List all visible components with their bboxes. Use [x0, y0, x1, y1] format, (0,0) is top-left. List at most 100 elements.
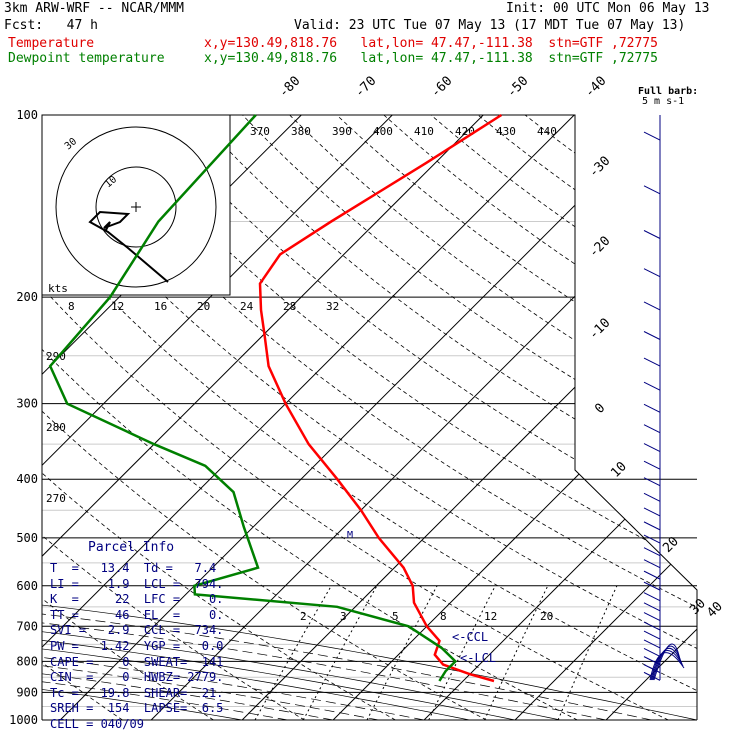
isotherm [59, 115, 666, 720]
wind-barb [643, 443, 661, 453]
dry-adiabat [148, 115, 697, 720]
wind-barb [643, 424, 661, 434]
ccl-label: <-CCL [452, 630, 489, 644]
hodograph-speed-label: 16 [154, 300, 167, 313]
pressure-label: 200 [16, 290, 38, 304]
hodograph-ring [55, 126, 217, 288]
dry-adiabat [42, 115, 578, 720]
barb-units: 5 m s-1 [642, 96, 685, 107]
isotherm [514, 115, 697, 720]
wind-barb [643, 639, 661, 649]
parcel-info-row: TT = 46 EL = 0. [50, 607, 224, 622]
theta-label: 400 [373, 125, 393, 138]
isotherm-label: -30 [586, 154, 613, 181]
moist-adiabat [42, 622, 288, 720]
hodograph-kts-label: kts [48, 282, 68, 295]
dry-adiabat [42, 115, 487, 720]
forecast-hour: Fcst: 47 h [4, 18, 98, 33]
wind-barb [643, 521, 661, 531]
mixing-ratio-line [366, 585, 438, 720]
model-title: 3km ARW-WRF -- NCAR/MMM [4, 1, 185, 16]
parcel-info-row: K = 22 LFC = 0. [50, 592, 224, 607]
dry-adiabat [383, 115, 697, 720]
parcel-info-row: CIN = 0 HWBZ= 2779. [50, 670, 224, 685]
mixing-ratio-label: 8 [440, 610, 447, 623]
theta-label: 380 [291, 125, 311, 138]
isotherm-label: -70 [352, 74, 379, 101]
hodograph-speed-label: 8 [68, 300, 75, 313]
hodograph-trace [88, 210, 169, 283]
dry-adiabat [477, 115, 697, 720]
isotherm [42, 115, 393, 720]
wind-barb [643, 381, 661, 391]
theta-label: 370 [250, 125, 270, 138]
isotherm [150, 115, 697, 720]
temperature-location: x,y=130.49,818.76 lat,lon= 47.47,-111.38… [204, 36, 658, 51]
isotherm-label: -60 [428, 74, 455, 101]
dewpoint-trace [48, 114, 458, 682]
wind-barb [643, 357, 661, 367]
parcel-info-row: SVI = 2.9 CCL = 734. [50, 623, 224, 638]
temperature-trace [258, 113, 503, 683]
hodograph-speed-label: 12 [111, 300, 124, 313]
wind-barb [643, 301, 661, 311]
plot-frame [42, 114, 698, 720]
wind-barb [643, 581, 661, 591]
parcel-info-row: SREH = 154 LAPSE= 6.5 [50, 701, 224, 716]
dry-adiabat [242, 115, 697, 720]
pressure-label: 400 [16, 472, 38, 486]
wind-barb [643, 621, 661, 631]
parcel-info-row: Tc = 19.8 SHEAR= 21. [50, 685, 224, 700]
parcel-info-row: T = 13.4 Td = 7.4 [50, 561, 217, 575]
mixing-ratio-label: 20 [540, 610, 553, 623]
wind-barb [643, 131, 661, 141]
dry-adiabat [53, 115, 697, 720]
isotherm-label: 10 [608, 459, 630, 481]
dry-adiabat [336, 115, 697, 720]
theta-label: 420 [455, 125, 475, 138]
wind-barb [643, 507, 661, 517]
wind-barb [643, 602, 661, 612]
wind-barb-hook [653, 643, 681, 681]
parcel-info-row: CELL = 040/09 [50, 717, 144, 731]
parcel-info-row: LI = 1.9 LCL = 794. [50, 576, 224, 591]
isotherm-label: -50 [504, 74, 531, 101]
hodograph-ring [95, 166, 177, 248]
dewpoint-legend: Dewpoint temperature [8, 51, 165, 66]
pressure-label: 600 [16, 579, 38, 593]
wind-barb [643, 534, 661, 544]
theta-e-label: 270 [46, 492, 66, 505]
dry-adiabat [571, 115, 697, 720]
isotherm-label: 40 [704, 599, 726, 621]
hodograph-speed-label: 20 [197, 300, 210, 313]
dry-adiabat [42, 115, 697, 720]
isotherm [42, 115, 484, 720]
wind-barb [643, 559, 661, 569]
theta-label: 430 [496, 125, 516, 138]
isotherm [423, 115, 697, 720]
isotherm-label: -80 [276, 74, 303, 101]
wind-barb [643, 547, 661, 557]
wind-barb [643, 570, 661, 580]
wind-barb [643, 403, 661, 413]
wind-barb [643, 664, 661, 674]
init-time: Init: 00 UTC Mon 06 May 13 [506, 1, 710, 16]
isotherm-label: 0 [592, 401, 608, 417]
isotherm-label: -10 [586, 316, 613, 343]
barb-legend: Full barb: [638, 86, 699, 97]
wind-barb [643, 331, 661, 340]
hodograph-speed-label: 28 [283, 300, 296, 313]
temperature-legend: Temperature [8, 36, 95, 51]
isotherm-label: -20 [586, 234, 613, 261]
valid-time: Valid: 23 UTC Tue 07 May 13 (17 MDT Tue … [294, 18, 686, 33]
theta-label: 410 [414, 125, 434, 138]
dry-adiabat [42, 115, 396, 720]
wind-barb [643, 477, 661, 487]
mixing-ratio-line [557, 585, 618, 720]
mixing-ratio-label: 5 [392, 610, 399, 623]
parcel-info-row: PW = 1.42 YGP = 0.0 [50, 639, 224, 653]
dry-adiabat [100, 115, 697, 720]
pressure-label: 300 [16, 397, 38, 411]
